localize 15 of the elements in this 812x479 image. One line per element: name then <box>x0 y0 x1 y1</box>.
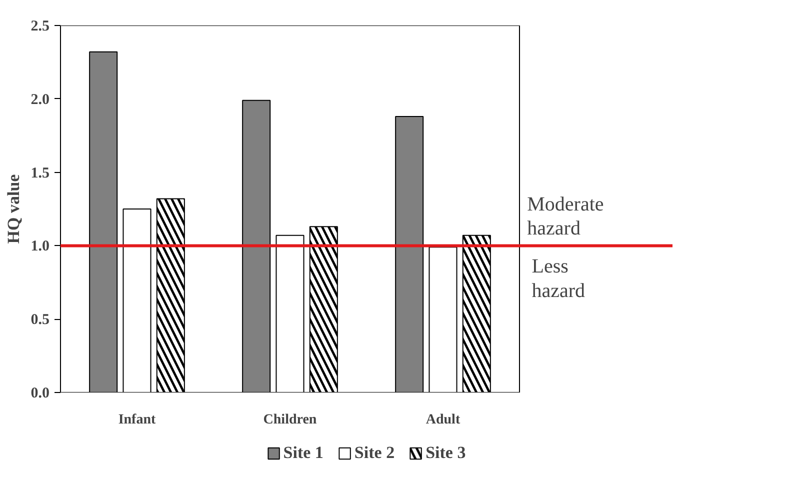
legend-label: Site 2 <box>354 442 395 462</box>
y-axis-title: HQ value <box>4 174 23 244</box>
y-tick-label: 2.0 <box>30 92 50 108</box>
y-tick-label: 1.5 <box>30 165 50 182</box>
y-tick-label: 2.5 <box>30 18 50 34</box>
legend-label: Site 1 <box>283 442 324 462</box>
x-tick-label: Adult <box>426 412 460 428</box>
y-tick-label: 1.0 <box>30 238 50 255</box>
legend-label: Site 3 <box>426 442 466 462</box>
text: Less hazard <box>532 256 586 302</box>
y-tick-label: 0.0 <box>30 386 50 402</box>
text: Moderate hazard <box>527 194 604 240</box>
x-tick-label: Children <box>263 412 317 428</box>
x-tick-label: Infant <box>118 412 156 428</box>
y-tick-label: 0.5 <box>30 312 50 328</box>
